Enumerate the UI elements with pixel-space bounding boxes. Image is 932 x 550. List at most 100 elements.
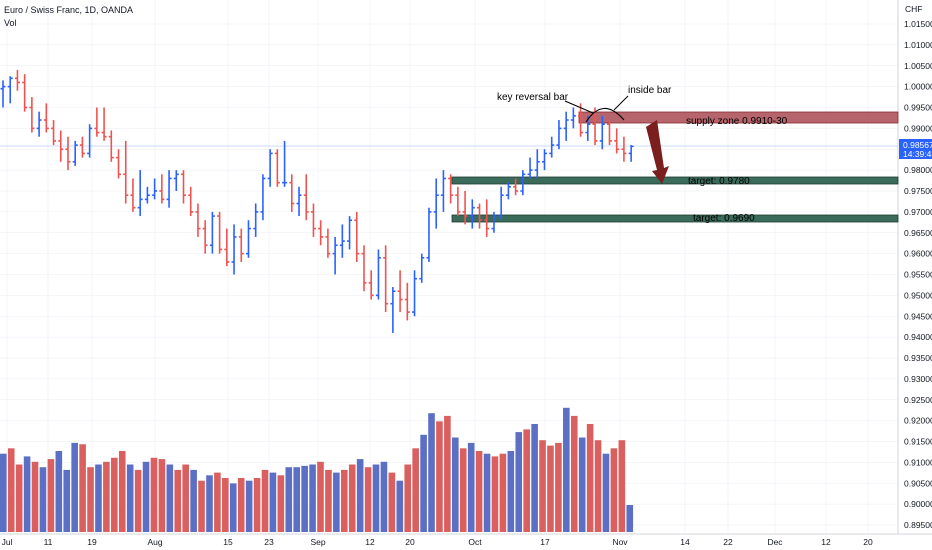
- ohlc-bar: [224, 228, 230, 267]
- volume-bar: [626, 505, 634, 532]
- volume-bar: [547, 445, 554, 532]
- volume-bar: [301, 465, 308, 532]
- ohlc-bar: [238, 228, 244, 262]
- ohlc-bar: [614, 128, 620, 154]
- volume-bar: [404, 464, 412, 532]
- ohlc-bar: [159, 174, 165, 204]
- supply-zone-rect[interactable]: [578, 111, 899, 124]
- ohlc-bar: [296, 186, 302, 217]
- ohlc-bar: [383, 245, 389, 313]
- time-tick-label: Sep: [310, 537, 325, 547]
- volume-bar: [610, 448, 618, 532]
- volume-bar: [602, 453, 610, 532]
- volume-bar: [499, 453, 507, 532]
- ohlc-bar: [339, 224, 345, 258]
- ohlc-bar: [368, 270, 374, 300]
- ohlc-bar: [592, 107, 598, 146]
- ohlc-bar: [144, 186, 150, 204]
- ohlc-bar: [51, 120, 57, 146]
- volume-bar: [396, 480, 404, 532]
- ohlc-bar: [397, 270, 403, 313]
- price-tick-label: 0.93000: [904, 374, 932, 384]
- volume-bar: [174, 469, 182, 532]
- price-tick-label: 0.93500: [904, 353, 932, 363]
- price-tick-label: 0.90000: [904, 499, 932, 509]
- ohlc-bar: [563, 111, 569, 141]
- volume-bar: [333, 472, 340, 532]
- price-bars: [0, 69, 634, 333]
- ohlc-bar: [448, 174, 454, 204]
- price-tick-label: 0.96000: [904, 249, 932, 259]
- volume-label[interactable]: Vol: [4, 18, 17, 28]
- ohlc-bar: [188, 186, 194, 217]
- ohlc-bar: [245, 220, 251, 258]
- time-tick-label: Dec: [767, 537, 783, 547]
- volume-bar: [190, 469, 197, 532]
- price-tick-label: 0.91000: [904, 457, 932, 467]
- ohlc-bar: [325, 228, 331, 258]
- ohlc-bar: [181, 170, 186, 204]
- volume-bar: [578, 437, 586, 532]
- ohlc-bar: [267, 149, 273, 187]
- volume-bar: [261, 469, 269, 532]
- target-zone-2-rect[interactable]: [451, 214, 899, 223]
- volume-bar: [55, 451, 63, 532]
- ohlc-bar: [498, 186, 504, 221]
- ohlc-bar: [253, 203, 259, 237]
- target-zone-1-rect[interactable]: [451, 176, 899, 185]
- volume-bar: [309, 464, 316, 532]
- volume-bar: [618, 440, 626, 532]
- volume-bar: [348, 464, 356, 532]
- volume-bar: [118, 451, 126, 532]
- volume-bar: [198, 480, 205, 532]
- ohlc-bar: [491, 211, 497, 233]
- ohlc-bar: [58, 130, 64, 162]
- volume-bar: [39, 467, 47, 532]
- time-tick-label: 14: [680, 537, 690, 547]
- ohlc-bar: [36, 111, 42, 137]
- volume-bar: [285, 467, 293, 532]
- volume-bar: [206, 475, 213, 532]
- volume-bar: [277, 475, 285, 532]
- ohlc-bar: [173, 170, 179, 191]
- volume-bar: [317, 461, 324, 532]
- price-tick-label: 0.92500: [904, 395, 932, 405]
- down-arrow: [646, 120, 669, 184]
- ohlc-bar: [404, 282, 410, 321]
- price-axis-ticks[interactable]: 1.01500 1.01000 1.00500 1.00000 0.99500 0.990…: [904, 19, 932, 530]
- ohlc-bar: [282, 140, 288, 187]
- time-tick-label: 22: [723, 537, 733, 547]
- volume-bar: [444, 415, 451, 532]
- ohlc-bar: [527, 157, 533, 179]
- volume-bar: [467, 442, 475, 532]
- price-tick-label: 0.95000: [904, 290, 932, 300]
- ohlc-bar: [209, 211, 215, 254]
- price-tick-label: 0.98000: [904, 165, 932, 175]
- volume-bar: [586, 424, 594, 532]
- volume-bar: [229, 483, 237, 532]
- ohlc-bar: [332, 236, 338, 275]
- time-tick-label: 17: [540, 537, 550, 547]
- volume-bar: [340, 469, 348, 532]
- ohlc-bar: [412, 270, 418, 317]
- ohlc-bar: [599, 115, 605, 150]
- ohlc-bar: [375, 249, 381, 300]
- ohlc-bar: [72, 140, 78, 166]
- ohlc-bar: [318, 220, 324, 246]
- ohlc-bar: [94, 107, 100, 137]
- volume-bar: [372, 464, 380, 532]
- volume-bar: [237, 478, 245, 532]
- ohlc-bar: [310, 203, 316, 237]
- ohlc-bar: [433, 178, 439, 229]
- symbol-title[interactable]: Euro / Swiss Franc, 1D, OANDA: [4, 5, 134, 15]
- ohlc-bar: [137, 170, 143, 217]
- volume-bar: [87, 467, 94, 532]
- volume-bar: [214, 472, 221, 532]
- volume-bar: [15, 464, 23, 532]
- price-tick-label: 1.00000: [904, 82, 932, 92]
- volume-bar: [111, 457, 118, 532]
- ohlc-bar: [303, 174, 309, 221]
- inside-bar-pointer: [613, 95, 629, 111]
- time-axis-ticks[interactable]: Jul 11 19 Aug 15 23 Sep 12 20 Oct 17 Nov 14 22 Dec 12 20: [2, 537, 873, 547]
- volume-bar: [555, 442, 562, 532]
